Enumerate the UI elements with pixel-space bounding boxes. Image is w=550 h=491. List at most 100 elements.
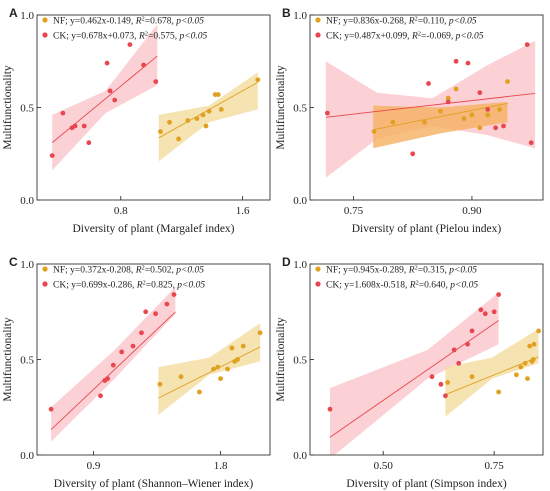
data-point-nf: [497, 107, 502, 112]
legend-entry-nf: NF; y=0.836x-0.268, R2=0.110, p<0.05: [326, 15, 477, 27]
data-point-nf: [536, 328, 541, 334]
y-tick-label: 0.5: [20, 355, 34, 367]
x-axis-label: Diversity of plant (Margalef index): [72, 223, 234, 235]
data-point-nf: [469, 374, 475, 380]
x-tick-label: 0.75: [485, 460, 505, 472]
panel-label: B: [282, 6, 291, 20]
data-point-ck: [81, 123, 87, 129]
x-axis-label: Diversity of plant (Simpson index): [346, 478, 507, 490]
data-point-ck: [429, 374, 435, 380]
fit-line-ck: [51, 55, 158, 143]
legend-marker-nf: [42, 17, 48, 23]
x-tick-label: 0.50: [374, 460, 394, 472]
x-axis-label: Diversity of plant (Shannon–Wiener index…: [54, 478, 254, 490]
data-point-nf: [197, 389, 202, 395]
data-point-ck: [426, 81, 431, 86]
data-point-ck: [104, 60, 110, 66]
data-point-nf: [167, 119, 172, 125]
legend-entry-ck: CK; y=1.608x-0.518, R2=0.640, p<0.05: [326, 279, 478, 291]
data-point-ck: [143, 309, 149, 315]
y-tick-label: 0.0: [293, 195, 307, 207]
data-point-nf: [496, 389, 501, 395]
data-point-ck: [493, 125, 498, 131]
y-tick-label: 0.0: [293, 450, 307, 462]
legend-marker-nf: [42, 266, 48, 272]
data-point-ck: [443, 393, 448, 399]
fit-line-nf: [158, 346, 261, 399]
data-point-ck: [139, 330, 144, 336]
data-point-ck: [445, 99, 451, 105]
data-point-nf: [469, 112, 475, 118]
data-point-ck: [171, 292, 177, 297]
fit-line-nf: [373, 102, 508, 131]
data-point-nf: [525, 376, 530, 381]
data-point-nf: [215, 92, 221, 97]
data-point-nf: [176, 136, 182, 142]
chart-panel-c: 0.0 0.5 1.0 0.9 1.8 Diversity of plant (Shann…: [2, 255, 271, 490]
legend-marker-ck: [315, 281, 321, 287]
data-point-nf: [218, 376, 224, 381]
data-point-nf: [218, 107, 224, 112]
data-point-ck: [164, 301, 170, 307]
data-point-ck: [119, 349, 125, 355]
legend-marker-ck: [315, 32, 321, 38]
data-point-ck: [86, 140, 92, 146]
chart-panel-b: 0.0 0.5 1.0 0.75 0.90 Diversity of plant (Pie…: [275, 6, 544, 235]
data-point-nf: [514, 372, 519, 378]
data-point-ck: [524, 42, 530, 47]
data-point-ck: [465, 341, 470, 347]
panel-label: A: [9, 6, 18, 20]
x-tick-label: 1.8: [214, 460, 228, 472]
data-point-ck: [107, 88, 113, 94]
data-point-ck: [98, 393, 103, 399]
data-point-nf: [194, 116, 200, 121]
data-point-nf: [477, 125, 483, 131]
data-point-nf: [229, 345, 235, 351]
y-tick-label: 0.5: [293, 103, 307, 115]
fit-line-ck: [325, 92, 536, 118]
data-point-ck: [528, 140, 534, 146]
data-point-nf: [530, 357, 536, 362]
confidence-band-nf: [158, 323, 261, 415]
data-point-nf: [206, 108, 212, 114]
x-axis-label: Diversity of plant (Pielou index): [352, 223, 502, 235]
data-point-ck: [456, 360, 462, 366]
x-tick-label: 0.8: [114, 205, 128, 217]
x-tick-label: 1.6: [236, 205, 250, 217]
y-tick-label: 0.5: [293, 355, 307, 367]
y-tick-label: 0.0: [20, 450, 34, 462]
data-point-nf: [422, 119, 427, 125]
data-point-nf: [240, 343, 246, 349]
data-point-ck: [451, 347, 457, 353]
y-tick-label: 0.0: [20, 195, 34, 207]
confidence-band-nf: [445, 328, 539, 417]
data-point-nf: [527, 343, 533, 349]
data-point-ck: [496, 292, 501, 297]
y-tick-label: 1.0: [293, 10, 307, 22]
data-point-ck: [48, 406, 54, 412]
data-point-ck: [327, 406, 333, 412]
panel-label: D: [282, 255, 291, 269]
data-point-ck: [501, 123, 506, 129]
data-point-ck: [485, 107, 491, 112]
data-point-ck: [112, 97, 118, 103]
data-point-ck: [49, 153, 55, 159]
y-axis-label: Multifunctionality: [275, 65, 287, 150]
data-point-nf: [461, 116, 467, 121]
data-point-ck: [469, 328, 475, 334]
data-point-ck: [410, 151, 416, 157]
data-point-ck: [72, 123, 78, 129]
data-point-ck: [60, 110, 66, 116]
data-point-nf: [255, 77, 261, 83]
data-point-nf: [437, 108, 443, 114]
data-point-nf: [200, 112, 206, 118]
x-tick-label: 0.90: [462, 205, 482, 217]
confidence-band-ck: [330, 292, 499, 455]
data-point-ck: [141, 62, 147, 68]
legend-marker-ck: [42, 281, 48, 287]
data-point-ck: [127, 42, 133, 47]
data-point-nf: [215, 364, 221, 370]
data-point-ck: [465, 60, 471, 66]
fit-line-ck: [50, 311, 176, 430]
